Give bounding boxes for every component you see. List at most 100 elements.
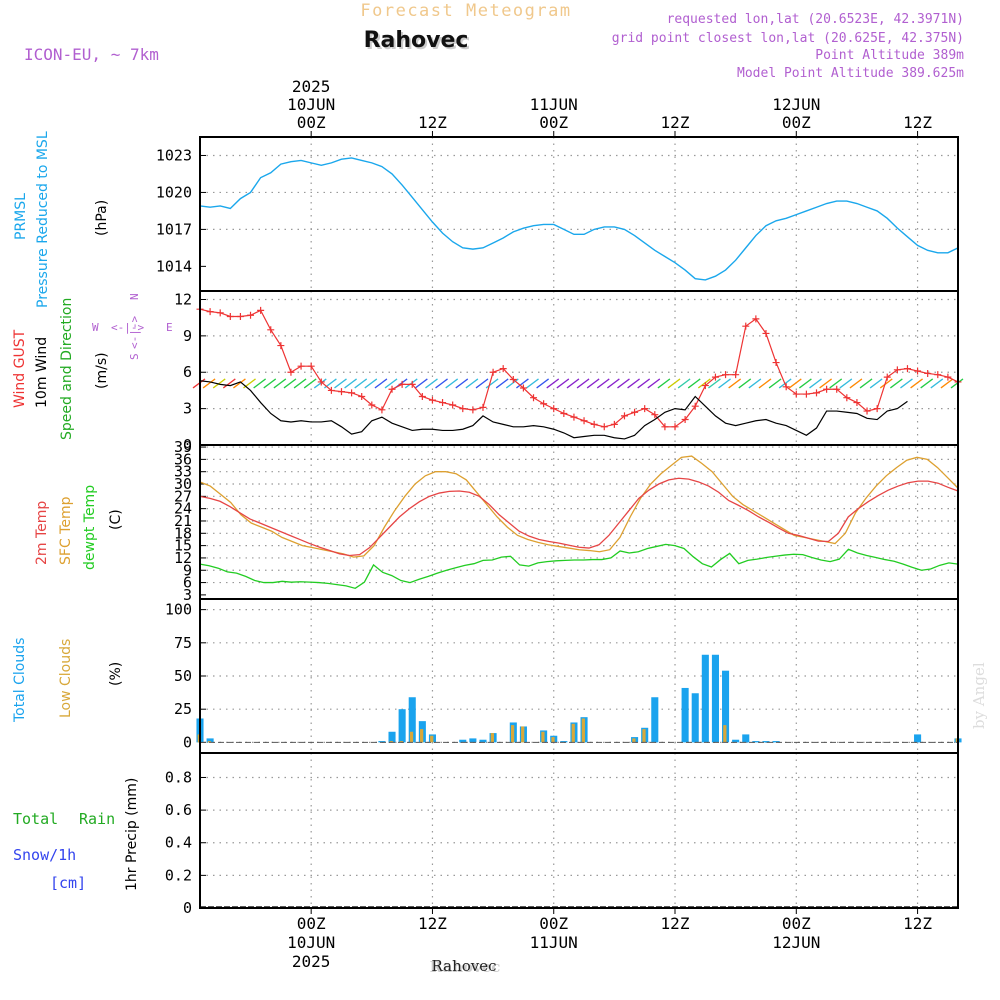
y-tick-label: 18 [174,524,192,542]
gust-marker [762,329,770,337]
total-cloud-bar [388,731,396,743]
y-tick-label: 75 [174,634,192,652]
precip-label-rain: Rain [79,810,115,828]
gust-marker [348,389,356,397]
y-tick-label: 1020 [156,183,192,201]
total-cloud-bar [408,697,416,743]
wind-direction-arrow [920,378,934,389]
wind-direction-arrow [849,378,863,389]
bottom-hour-label: 00Z [297,914,326,933]
wind-direction-arrow [475,378,489,389]
top-hour-label: 12Z [418,113,447,132]
gust-marker [540,400,548,408]
gust-line [199,308,959,428]
wind-direction-arrow [758,378,772,389]
total-cloud-bar [398,709,406,743]
wind-direction-arrow [374,378,388,389]
bottom-hour-label: 12Z [418,914,447,933]
wind-direction-arrow [697,378,711,389]
gust-marker [368,401,376,409]
gust-marker [206,308,214,316]
low-cloud-bar [723,725,727,743]
gust-marker [226,312,234,320]
total-cloud-bar [762,741,770,743]
y-tick-label: 50 [174,667,192,685]
y-tick-label: 9 [183,561,192,579]
wind-direction-arrow [940,378,954,389]
cloud-label-low: Low Clouds [58,639,74,718]
gust-marker [489,368,497,376]
wind-direction-arrow [414,378,428,389]
gust-marker [833,385,841,393]
sfc-temp-line [199,455,959,558]
temp-label-dewpt: dewpt Temp [82,485,98,570]
wind-direction-arrow [900,378,913,389]
wind-direction-arrow [566,378,580,389]
gust-marker [398,380,406,388]
y-tick-label: 27 [174,487,192,505]
gust-marker [600,423,608,431]
low-cloud-bar [430,735,434,743]
requested-lonlat: requested lon,lat (20.6523E, 42.3971N) [667,12,964,27]
wind-direction-arrow [799,378,812,389]
wind-direction-arrow [768,378,782,389]
footer-location: Rahovec [430,958,501,976]
wind-direction-arrow [708,378,721,389]
y-tick-label: 3 [183,400,192,418]
total-cloud-bar [681,687,689,743]
wind-direction-arrow [859,378,873,389]
point-altitude: Point Altitude 389m [815,48,964,63]
wind-direction-arrow [435,378,448,389]
wind-direction-arrow [718,378,731,389]
y-tick-label: 1017 [156,220,192,238]
total-cloud-bar [560,741,568,743]
gust-marker [519,384,527,392]
cloud-label-total: Total Clouds [12,638,28,723]
gust-marker [701,382,709,390]
total-cloud-bar [732,739,740,743]
gust-marker [509,376,517,384]
precip-label-cm: [cm] [50,874,86,892]
y-tick-label: 39 [174,438,192,456]
gust-marker [711,373,719,381]
compass-south: S [128,353,141,360]
temp-unit: (C) [108,509,124,530]
wind-unit: (m/s) [94,352,110,389]
y-tick-label: 33 [174,463,192,481]
bottom-date-label: 11JUN [530,933,578,952]
temp-label-2m: 2m Temp [34,501,50,565]
total-cloud-bar [469,738,477,743]
y-tick-label: 6 [183,363,192,381]
low-cloud-bar [409,731,414,743]
y-tick-label: 0.2 [165,866,192,884]
gust-marker [934,371,942,379]
wind-direction-arrow [485,378,499,389]
location-title: Rahovec [366,30,471,55]
gust-marker [873,405,881,413]
gust-marker [267,326,275,334]
wind-direction-arrow [930,378,944,389]
low-cloud-bar [207,741,212,743]
wind-direction-arrow [546,378,560,389]
wind-direction-arrow [637,378,651,389]
wind-direction-arrow [819,378,833,389]
gust-marker [883,373,891,381]
wind-direction-arrow [253,378,267,389]
wind-speed-line [199,380,908,440]
wind-direction-arrow [869,378,883,389]
top-hour-label: 00Z [297,113,326,132]
gust-marker [388,385,396,393]
y-tick-label: 30 [174,475,192,493]
gust-marker [560,409,568,417]
y-tick-label: 0 [183,733,192,751]
y-tick-label: 0.4 [165,834,192,852]
bottom-date-label: 12JUN [772,933,820,952]
total-cloud-bar [691,693,699,743]
total-cloud-bar [914,734,922,743]
wind-direction-arrow [556,378,570,389]
gust-marker [651,411,659,419]
gust-marker [236,312,244,320]
wind-direction-arrow [889,378,903,389]
gust-marker [722,371,730,379]
